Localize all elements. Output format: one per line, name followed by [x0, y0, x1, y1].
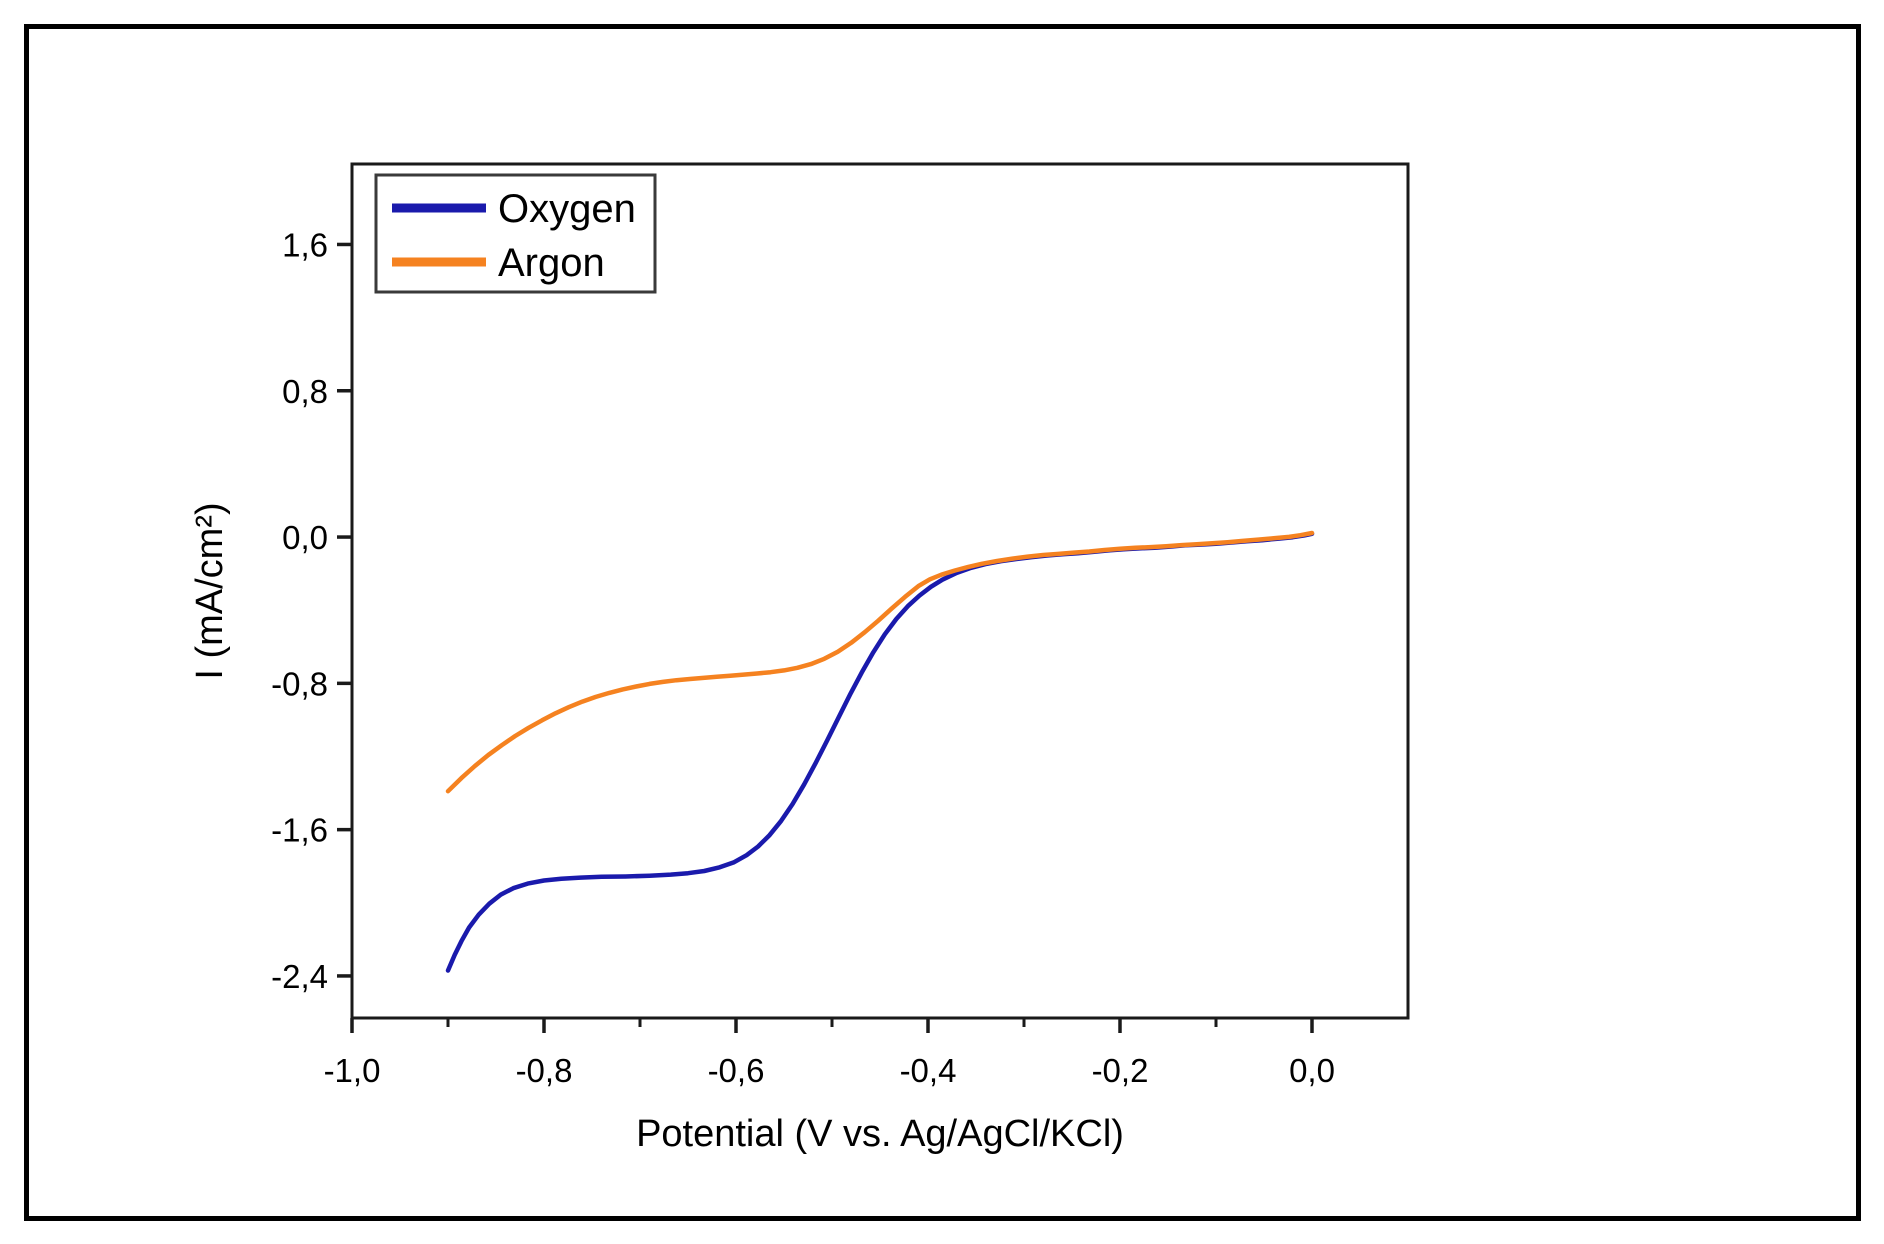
x-tick-label: -0,2 — [1092, 1052, 1149, 1089]
x-tick-label: -0,8 — [516, 1052, 573, 1089]
y-tick-label: -0,8 — [271, 665, 328, 702]
oxygen-curve — [445, 531, 1315, 973]
y-axis-title: I (mA/cm²) — [189, 502, 231, 679]
plot-frame — [350, 162, 1410, 1020]
x-tick-label: -0,6 — [708, 1052, 765, 1089]
x-axis-title: Potential (V vs. Ag/AgCl/KCl) — [636, 1113, 1124, 1155]
x-tick-label: -1,0 — [324, 1052, 381, 1089]
x-tick-label: 0,0 — [1289, 1052, 1335, 1089]
legend-box — [374, 173, 657, 294]
data-series — [445, 530, 1315, 973]
figure-border — [24, 24, 1861, 1221]
legend: Oxygen Argon — [374, 173, 657, 294]
axis-ticks — [337, 242, 1314, 1033]
axis-tick-labels: -1,0 -0,8 -0,6 -0,4 -0,2 0,0 1,6 0,8 0,0 -0,8 -1,6… — [271, 226, 1335, 1089]
y-tick-label: 1,6 — [282, 226, 328, 263]
plot-frame-rect — [350, 162, 1410, 1020]
y-tick-label: -2,4 — [271, 958, 328, 995]
y-tick-label: 0,8 — [282, 373, 328, 410]
legend-label-argon: Argon — [498, 241, 605, 285]
argon-curve — [445, 530, 1315, 794]
y-tick-label: -1,6 — [271, 812, 328, 849]
legend-label-oxygen: Oxygen — [498, 187, 636, 231]
y-tick-label: 0,0 — [282, 519, 328, 556]
x-tick-label: -0,4 — [900, 1052, 957, 1089]
